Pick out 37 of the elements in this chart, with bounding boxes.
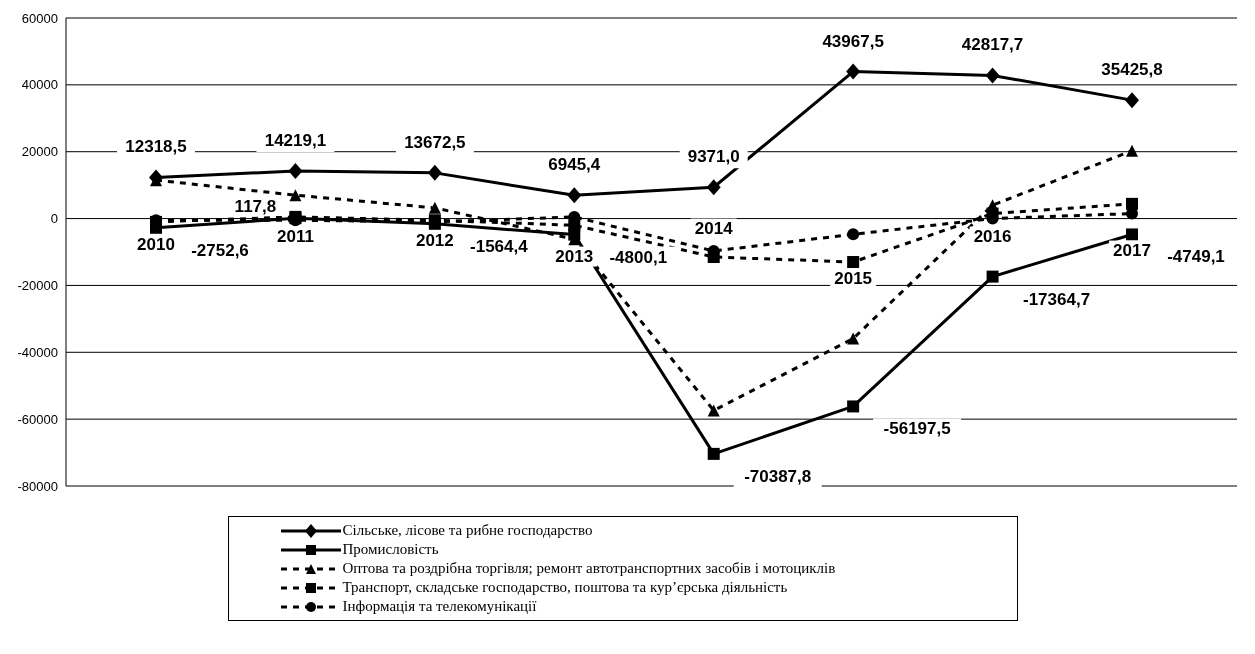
- data-label: -1564,4: [470, 236, 529, 256]
- data-label: -56197,5: [883, 419, 951, 439]
- x-tick-label: 2010: [137, 234, 175, 254]
- x-tick-label: 2012: [415, 230, 454, 250]
- data-label: 14219,1: [264, 131, 327, 151]
- data-label: 35425,8: [1101, 60, 1163, 80]
- data-label: -17364,7: [1023, 289, 1091, 309]
- data-label: 117,8: [234, 197, 277, 217]
- data-label: -2752,6: [191, 240, 249, 260]
- legend-label: Оптова та роздрібна торгівля; ремонт автотранспортних засобів і мотоциклів: [342, 560, 836, 577]
- x-tick-label: 2016: [973, 226, 1012, 246]
- data-label: 42817,7: [961, 35, 1024, 55]
- y-tick-label: -60000: [17, 411, 58, 427]
- y-tick-label: 40000: [21, 77, 58, 93]
- data-label: 9371,0: [687, 147, 740, 167]
- data-label: 13672,5: [404, 132, 466, 152]
- legend-label: Інформація та телекомунікації: [342, 598, 537, 615]
- data-label: -70387,8: [744, 466, 812, 486]
- y-tick-label: -20000: [17, 278, 58, 294]
- y-tick-label: 60000: [21, 10, 58, 26]
- y-tick-label: 20000: [21, 144, 58, 160]
- data-label: 12318,5: [125, 137, 187, 157]
- x-tick-label: 2017: [1113, 240, 1151, 260]
- legend-label: Промисловість: [342, 541, 439, 558]
- x-tick-label: 2015: [834, 268, 873, 288]
- y-tick-label: -80000: [17, 478, 58, 494]
- data-label: 6945,4: [548, 155, 601, 175]
- x-tick-label: 2013: [555, 246, 594, 266]
- legend-label: Транспорт, складське господарство, поштова та кур’єрська діяльність: [342, 579, 788, 596]
- data-label: -4800,1: [609, 247, 668, 267]
- legend-label: Сільське, лісове та рибне господарство: [342, 522, 593, 539]
- x-tick-label: 2014: [694, 218, 734, 238]
- x-tick-label: 2011: [276, 226, 314, 246]
- data-label: -4749,1: [1167, 247, 1225, 267]
- data-label: 43967,5: [822, 31, 884, 51]
- y-tick-label: -40000: [17, 344, 58, 360]
- y-tick-label: 0: [50, 211, 58, 227]
